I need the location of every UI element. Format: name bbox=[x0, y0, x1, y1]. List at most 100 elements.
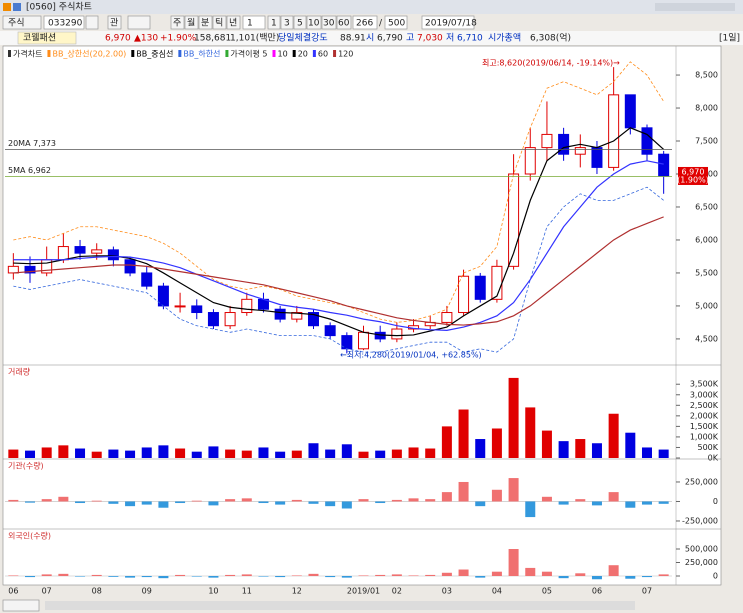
bar bbox=[175, 501, 186, 504]
y-tick-label: 4,500 bbox=[695, 334, 718, 343]
open: 6,790 bbox=[377, 34, 403, 44]
watch-button[interactable] bbox=[107, 15, 122, 30]
legend-label: 가격이평 5 bbox=[230, 49, 267, 59]
button[interactable] bbox=[226, 15, 241, 30]
bar bbox=[575, 439, 586, 458]
volume: 158,681 bbox=[194, 34, 231, 44]
bar bbox=[408, 575, 419, 577]
bar bbox=[375, 574, 386, 577]
button[interactable] bbox=[336, 15, 352, 30]
bar bbox=[558, 501, 569, 505]
bar bbox=[158, 501, 169, 508]
bar bbox=[108, 501, 119, 504]
search-button[interactable] bbox=[85, 15, 99, 30]
count-input[interactable] bbox=[352, 15, 378, 30]
y-tick-label: 0 bbox=[713, 497, 718, 506]
bar bbox=[525, 501, 536, 518]
button[interactable] bbox=[212, 15, 227, 30]
y-tick-label: 3,500K bbox=[690, 380, 719, 389]
button[interactable] bbox=[280, 15, 294, 30]
bar bbox=[41, 499, 52, 502]
bar bbox=[508, 478, 519, 502]
change: ▲130 bbox=[134, 34, 158, 44]
candle-body bbox=[324, 325, 336, 337]
y-tick-label: 250,000 bbox=[685, 477, 718, 486]
candle-body bbox=[91, 249, 103, 254]
bar bbox=[258, 576, 269, 577]
bar bbox=[358, 499, 369, 502]
bar bbox=[608, 492, 619, 502]
bar bbox=[625, 501, 636, 508]
button[interactable] bbox=[321, 15, 337, 30]
bar bbox=[391, 449, 402, 458]
button[interactable] bbox=[198, 15, 213, 30]
cap-label: 시가총액 bbox=[488, 32, 521, 44]
help-icon[interactable] bbox=[13, 3, 21, 11]
x-tick-label: 09 bbox=[142, 587, 152, 596]
bar bbox=[125, 450, 136, 458]
bar bbox=[58, 496, 69, 502]
interval-select[interactable] bbox=[242, 15, 266, 30]
market-select[interactable] bbox=[2, 15, 42, 30]
bar bbox=[91, 451, 102, 458]
button[interactable] bbox=[184, 15, 199, 30]
total-input[interactable] bbox=[384, 15, 408, 30]
button[interactable] bbox=[170, 15, 185, 30]
button-label: 주 bbox=[173, 18, 181, 29]
y-tick-label: 8,000 bbox=[695, 104, 718, 113]
bar bbox=[458, 569, 469, 577]
view-tabs[interactable] bbox=[2, 599, 40, 612]
strength-label: 당일체결강도 bbox=[278, 33, 328, 44]
x-tick-label: 10 bbox=[208, 587, 218, 596]
scroll-bar[interactable] bbox=[45, 601, 635, 610]
candle-body bbox=[508, 173, 520, 267]
arrow-buttons[interactable] bbox=[127, 15, 151, 30]
bar bbox=[258, 447, 269, 458]
window-controls[interactable] bbox=[655, 3, 735, 11]
bar bbox=[191, 451, 202, 458]
button[interactable] bbox=[267, 15, 281, 30]
legend-label: BB_상한선(20,2.00) bbox=[52, 49, 126, 59]
bar bbox=[191, 500, 202, 502]
bar bbox=[175, 448, 186, 458]
bar bbox=[241, 498, 252, 502]
change-pct: +1.90% bbox=[160, 34, 197, 44]
count: 266 bbox=[356, 19, 373, 29]
date: 2019/07/18 bbox=[425, 19, 477, 29]
y-tick-label: 6,000 bbox=[695, 235, 718, 244]
button[interactable] bbox=[293, 15, 307, 30]
legend-label: 가격차트 bbox=[13, 49, 42, 59]
series-line bbox=[13, 216, 664, 326]
x-tick-label: 07 bbox=[42, 587, 52, 596]
bar bbox=[208, 446, 219, 458]
bar bbox=[91, 500, 102, 502]
code-input[interactable] bbox=[43, 15, 85, 30]
bar bbox=[475, 439, 486, 458]
bar bbox=[141, 447, 152, 458]
button-label: 10 bbox=[308, 19, 320, 29]
bar bbox=[291, 575, 302, 577]
bar bbox=[508, 549, 519, 577]
button-label: 분 bbox=[201, 18, 209, 29]
legend-label: BB_중심선 bbox=[136, 49, 173, 59]
candle-body bbox=[624, 94, 636, 129]
candle-body bbox=[224, 312, 236, 327]
bar bbox=[108, 449, 119, 458]
button[interactable] bbox=[306, 15, 322, 30]
candle-body bbox=[358, 331, 370, 350]
bar bbox=[208, 576, 219, 578]
name-box bbox=[17, 31, 77, 45]
current-pct: (1.90%) bbox=[677, 175, 709, 184]
x-tick-label: 06 bbox=[8, 587, 18, 596]
bar bbox=[641, 447, 652, 458]
bar bbox=[341, 576, 352, 578]
tool-column[interactable] bbox=[722, 46, 741, 585]
bar bbox=[441, 426, 452, 458]
date-input[interactable] bbox=[421, 15, 475, 30]
price: 6,970 bbox=[105, 34, 131, 44]
bar bbox=[208, 501, 219, 506]
bar bbox=[575, 573, 586, 577]
total: 500 bbox=[388, 19, 405, 29]
button-label: 30 bbox=[323, 19, 335, 29]
x-tick-label: 12 bbox=[292, 587, 302, 596]
